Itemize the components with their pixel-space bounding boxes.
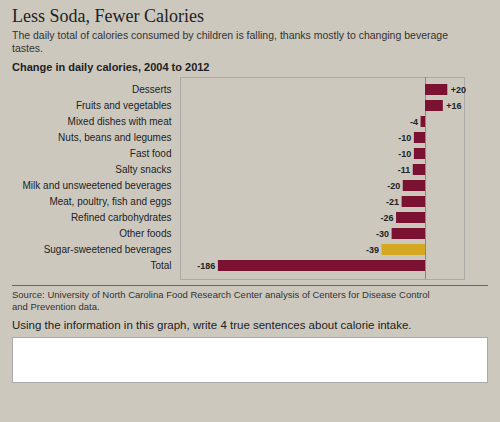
svg-text:-21: -21 xyxy=(386,197,399,207)
html-text:Using the information in this: Using the information in this graph, wri… xyxy=(12,319,412,331)
svg-text:-26: -26 xyxy=(381,213,394,223)
svg-text:Desserts: Desserts xyxy=(132,84,171,95)
svg-text:-10: -10 xyxy=(398,133,411,143)
html-text:Less Soda, Fewer Calories: Less Soda, Fewer Calories xyxy=(12,6,204,26)
svg-text:Mixed dishes with meat: Mixed dishes with meat xyxy=(68,116,172,127)
svg-text:Meat, poultry, fish and eggs: Meat, poultry, fish and eggs xyxy=(49,196,171,207)
svg-text:-39: -39 xyxy=(366,245,379,255)
svg-text:Fruits and vegetables: Fruits and vegetables xyxy=(76,100,172,111)
svg-text:-30: -30 xyxy=(376,229,389,239)
svg-text:Sugar-sweetened beverages: Sugar-sweetened beverages xyxy=(44,244,172,255)
svg-text:Fast food: Fast food xyxy=(130,148,172,159)
svg-text:-20: -20 xyxy=(387,181,400,191)
html-text:Source: University of North Ca: Source: University of North Carolina Foo… xyxy=(12,289,430,312)
svg-text:Other foods: Other foods xyxy=(119,228,171,239)
svg-text:-11: -11 xyxy=(398,165,411,175)
svg-text:Nuts, beans and legumes: Nuts, beans and legumes xyxy=(58,132,171,143)
html-text:The daily total of calories co: The daily total of calories consumed by … xyxy=(12,29,448,54)
svg-text:Refined carbohydrates: Refined carbohydrates xyxy=(71,212,172,223)
html-text:Change in daily calories, 2004: Change in daily calories, 2004 to 2012 xyxy=(12,61,210,73)
svg-text:+20: +20 xyxy=(451,85,466,95)
svg-text:Milk and unsweetened beverages: Milk and unsweetened beverages xyxy=(23,180,172,191)
svg-text:+16: +16 xyxy=(446,101,461,111)
svg-text:Total: Total xyxy=(150,260,171,271)
svg-text:-4: -4 xyxy=(410,117,418,127)
svg-text:-186: -186 xyxy=(197,261,215,271)
svg-text:Salty snacks: Salty snacks xyxy=(115,164,171,175)
svg-text:-10: -10 xyxy=(398,149,411,159)
